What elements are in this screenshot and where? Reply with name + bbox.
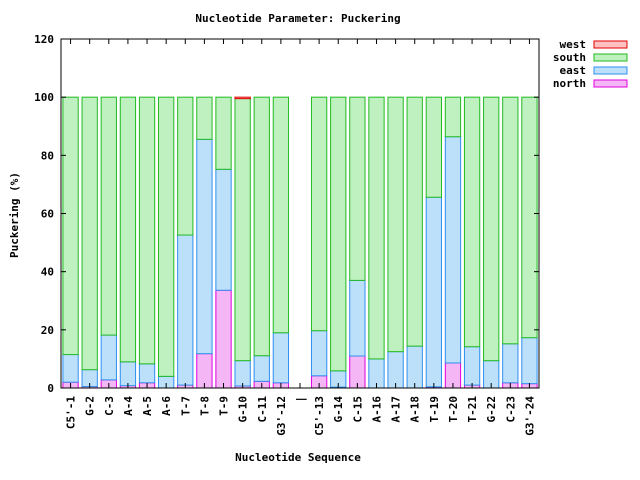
bar-segment-south bbox=[368, 96, 385, 360]
bar-segment-south bbox=[349, 96, 366, 281]
x-axis-label: Nucleotide Sequence bbox=[235, 451, 361, 464]
x-tick-label: A-18 bbox=[409, 396, 422, 423]
y-tick-label: 20 bbox=[41, 324, 54, 337]
bar-segment-east bbox=[425, 196, 442, 388]
bar-segment-south bbox=[521, 96, 538, 339]
x-tick-label: T-9 bbox=[218, 396, 231, 416]
bar-segment-south bbox=[310, 96, 328, 332]
bar-segment-east bbox=[387, 351, 404, 389]
x-tick-label: C-3 bbox=[103, 396, 116, 416]
y-axis-label: Puckering (%) bbox=[8, 172, 21, 258]
bar-segment-south bbox=[119, 96, 137, 363]
y-tick-label: 120 bbox=[34, 33, 54, 46]
bar-segment-south bbox=[330, 96, 347, 372]
bar-segment-south bbox=[234, 98, 251, 362]
bar-segment-south bbox=[483, 96, 500, 362]
legend-swatch-north bbox=[593, 79, 628, 88]
x-tick-label: A-16 bbox=[370, 396, 383, 423]
bar-segment-east bbox=[502, 343, 519, 384]
legend-label-north: north bbox=[553, 77, 586, 90]
legend-swatch-east bbox=[593, 66, 628, 75]
x-tick-label: G-22 bbox=[485, 396, 498, 423]
legend-swatch-west bbox=[593, 40, 628, 49]
legend-label-south: south bbox=[553, 51, 586, 64]
x-tick-label: G3'-24 bbox=[523, 396, 536, 436]
bar-segment-west bbox=[234, 96, 251, 100]
bar-segment-south bbox=[62, 96, 79, 356]
bar-segment-south bbox=[272, 96, 290, 334]
bar-segment-east bbox=[215, 168, 232, 291]
chart-title: Nucleotide Parameter: Puckering bbox=[195, 12, 400, 25]
x-tick-label: | bbox=[294, 396, 307, 403]
x-tick-label: A-17 bbox=[390, 396, 403, 423]
bar-segment-east bbox=[349, 279, 366, 357]
bar-segment-east bbox=[177, 234, 194, 386]
x-tick-label: A-6 bbox=[160, 396, 173, 416]
x-tick-label: G-14 bbox=[332, 396, 345, 423]
bar-segment-east bbox=[463, 346, 481, 386]
x-tick-label: C5'-13 bbox=[313, 396, 326, 436]
x-tick-label: C-23 bbox=[504, 396, 517, 423]
bar-segment-south bbox=[81, 96, 98, 371]
bar-segment-east bbox=[444, 136, 462, 364]
bar-segment-east bbox=[406, 345, 423, 389]
bar-segment-east bbox=[138, 363, 156, 384]
bar-segment-south bbox=[100, 96, 117, 336]
x-tick-label: T-21 bbox=[466, 396, 479, 423]
x-tick-label: A-5 bbox=[141, 396, 154, 416]
bar-segment-south bbox=[502, 96, 519, 345]
bar-segment-south bbox=[253, 96, 270, 357]
bar-segment-south bbox=[406, 96, 423, 347]
bar-segment-east bbox=[119, 361, 137, 387]
bar-segment-south bbox=[196, 96, 213, 140]
bar-segment-south bbox=[387, 96, 404, 353]
x-tick-label: T-7 bbox=[179, 396, 192, 416]
bar-segment-south bbox=[463, 96, 481, 348]
bar-segment-south bbox=[158, 96, 175, 377]
x-tick-label: T-19 bbox=[428, 396, 441, 423]
y-tick-label: 0 bbox=[47, 382, 54, 395]
bar-segment-south bbox=[177, 96, 194, 236]
bar-segment-east bbox=[272, 332, 290, 384]
bar-segment-east bbox=[253, 355, 270, 382]
x-tick-label: C5'-1 bbox=[65, 396, 78, 429]
legend-swatch-south bbox=[593, 53, 628, 62]
bar-segment-east bbox=[100, 334, 117, 381]
bar-segment-east bbox=[62, 354, 79, 383]
y-tick-label: 80 bbox=[41, 149, 54, 162]
bar-segment-north bbox=[196, 353, 213, 389]
legend-label-east: east bbox=[560, 64, 587, 77]
y-tick-label: 40 bbox=[41, 266, 54, 279]
y-tick-label: 100 bbox=[34, 91, 54, 104]
x-tick-label: G-10 bbox=[237, 396, 250, 423]
bar-segment-east bbox=[234, 360, 251, 387]
x-tick-label: T-8 bbox=[198, 396, 211, 416]
axis-layer: 0 20 40 60 80 100 120 C5'-1 G-2 C-3 A-4 A-5 A-6 T-7 T-… bbox=[34, 33, 540, 436]
bar-segment-east bbox=[310, 330, 328, 377]
y-tick-label: 60 bbox=[41, 208, 54, 221]
x-tick-label: C-15 bbox=[351, 396, 364, 423]
bars-layer bbox=[62, 96, 538, 389]
bar-segment-south bbox=[425, 96, 442, 198]
x-tick-label: G3'-12 bbox=[275, 396, 288, 436]
x-tick-label: T-20 bbox=[447, 396, 460, 423]
bar-segment-east bbox=[521, 337, 538, 385]
legend-label-west: west bbox=[560, 38, 587, 51]
x-tick-label: A-4 bbox=[122, 396, 135, 416]
bar-segment-south bbox=[138, 96, 156, 365]
bar-segment-south bbox=[215, 96, 232, 170]
bar-segment-east bbox=[196, 138, 213, 355]
x-tick-label: G-2 bbox=[84, 396, 97, 416]
bar-segment-north bbox=[215, 289, 232, 389]
x-tick-label: C-11 bbox=[256, 396, 269, 423]
bar-segment-south bbox=[444, 96, 462, 138]
